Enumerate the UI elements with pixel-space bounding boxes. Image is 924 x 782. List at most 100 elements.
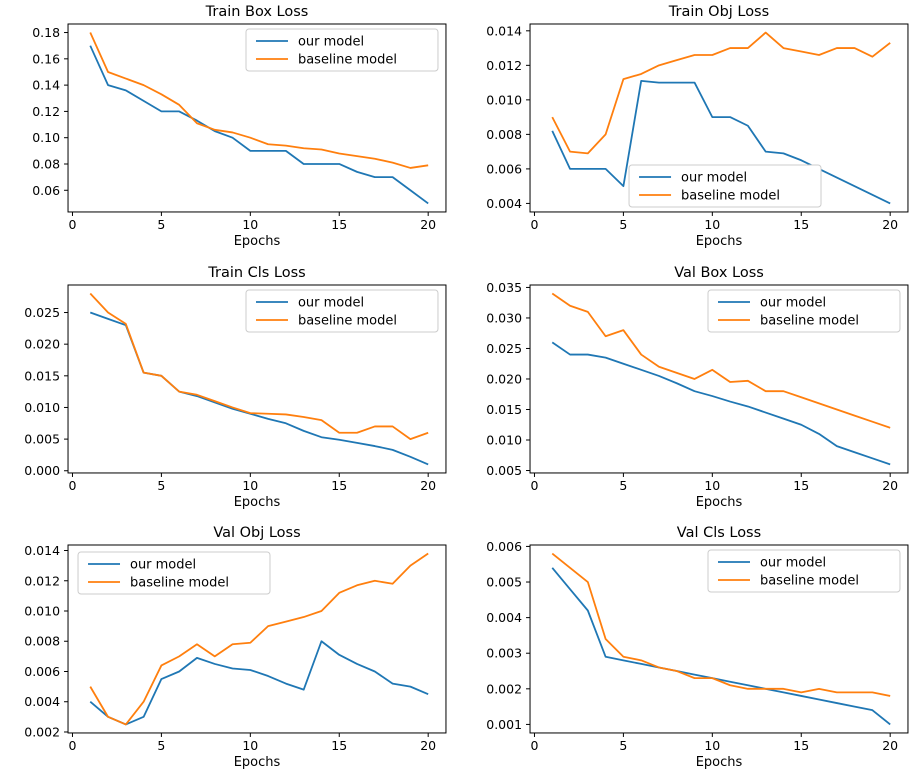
chart-title: Val Cls Loss <box>677 525 761 541</box>
x-tick-label: 20 <box>420 217 436 232</box>
legend: our model baseline model <box>628 164 822 208</box>
val-box-loss-chart: Val Box Loss 0.005 0.010 0.015 0.020 0.025 0.0… <box>486 265 909 510</box>
legend-label: baseline model <box>760 313 859 328</box>
series-line-our-model <box>89 45 429 205</box>
x-tick-label: 0 <box>68 478 76 493</box>
y-tick-label: 0.003 <box>486 646 522 661</box>
y-tick-label: 0.004 <box>486 610 522 625</box>
legend-box <box>245 28 439 72</box>
y-tick-label: 0.014 <box>486 23 522 38</box>
legend: our model baseline model <box>77 551 271 595</box>
x-tick-label: 15 <box>331 738 347 753</box>
x-tick-label: 20 <box>882 478 898 493</box>
x-tick-label: 10 <box>704 217 720 232</box>
x-tick-label: 15 <box>331 217 347 232</box>
y-tick-label: 0.005 <box>486 575 522 590</box>
x-tick-label: 5 <box>157 478 165 493</box>
y-tick-label: 0.035 <box>486 280 522 295</box>
y-tick-label: 0.08 <box>32 156 60 171</box>
legend-label: our model <box>760 556 826 571</box>
y-tick-label: 0.002 <box>24 725 60 740</box>
y-tick-label: 0.015 <box>486 402 522 417</box>
y-tick-label: 0.18 <box>32 25 60 40</box>
legend: our model baseline model <box>245 28 439 72</box>
legend-box <box>628 164 822 208</box>
series-line-baseline-model <box>551 553 891 698</box>
train-box-loss-chart: Train Box Loss 0.06 0.08 0.10 0.12 0.14 0.16 0.… <box>32 4 447 249</box>
subplot-train-obj-loss: Train Obj Loss 0.004 0.006 0.008 0.010 0.012 0… <box>462 0 924 261</box>
series-line-baseline-model <box>89 292 429 440</box>
train-obj-loss-chart: Train Obj Loss 0.004 0.006 0.008 0.010 0.012 0… <box>486 4 909 249</box>
subplot-val-cls-loss: Val Cls Loss 0.001 0.002 0.003 0.004 0.005 0.0… <box>462 521 924 782</box>
y-tick-label: 0.020 <box>24 336 60 351</box>
chart-title: Train Box Loss <box>205 4 309 20</box>
y-tick-label: 0.010 <box>24 604 60 619</box>
legend-label: our model <box>130 558 196 573</box>
x-tick-label: 5 <box>157 217 165 232</box>
y-tick-label: 0.006 <box>486 161 522 176</box>
y-tick-label: 0.004 <box>24 695 60 710</box>
x-tick-label: 20 <box>420 478 436 493</box>
x-axis-label: Epochs <box>696 495 743 510</box>
x-tick-label: 5 <box>619 478 627 493</box>
chart-title: Val Box Loss <box>674 265 764 281</box>
legend-label: baseline model <box>298 52 397 67</box>
x-axis-label: Epochs <box>234 234 281 249</box>
y-tick-label: 0.006 <box>24 664 60 679</box>
y-tick-label: 0.025 <box>24 305 60 320</box>
series-line-baseline-model <box>89 32 429 169</box>
y-tick-label: 0.005 <box>24 431 60 446</box>
x-axis-label: Epochs <box>696 234 743 249</box>
chart-title: Train Cls Loss <box>207 265 305 281</box>
x-tick-label: 15 <box>793 217 809 232</box>
x-tick-label: 10 <box>242 478 258 493</box>
chart-title: Val Obj Loss <box>213 525 300 541</box>
legend-label: our model <box>298 34 364 49</box>
y-tick-label: 0.025 <box>486 341 522 356</box>
x-tick-label: 15 <box>793 738 809 753</box>
y-tick-label: 0.020 <box>486 371 522 386</box>
x-axis-label: Epochs <box>234 755 281 770</box>
train-cls-loss-chart: Train Cls Loss 0.000 0.005 0.010 0.015 0.020 0… <box>24 265 447 510</box>
x-tick-label: 10 <box>704 738 720 753</box>
x-tick-label: 5 <box>157 738 165 753</box>
legend-label: our model <box>298 295 364 310</box>
x-tick-label: 20 <box>420 738 436 753</box>
legend-label: our model <box>760 295 826 310</box>
x-tick-label: 20 <box>882 738 898 753</box>
val-cls-loss-chart: Val Cls Loss 0.001 0.002 0.003 0.004 0.005 0.0… <box>486 525 909 770</box>
y-tick-label: 0.012 <box>486 58 522 73</box>
y-tick-label: 0.14 <box>32 78 60 93</box>
x-tick-label: 10 <box>242 217 258 232</box>
legend: our model baseline model <box>707 549 901 593</box>
x-tick-label: 15 <box>793 478 809 493</box>
y-tick-label: 0.010 <box>24 400 60 415</box>
y-tick-label: 0.000 <box>24 463 60 478</box>
series-line-our-model <box>551 567 891 726</box>
y-tick-label: 0.012 <box>24 574 60 589</box>
legend: our model baseline model <box>245 289 439 333</box>
y-tick-label: 0.008 <box>486 127 522 142</box>
x-tick-label: 10 <box>242 738 258 753</box>
y-tick-label: 0.015 <box>24 368 60 383</box>
x-tick-label: 0 <box>530 478 538 493</box>
subplot-train-box-loss: Train Box Loss 0.06 0.08 0.10 0.12 0.14 0.16 0.… <box>0 0 462 261</box>
x-tick-label: 0 <box>68 738 76 753</box>
y-tick-label: 0.16 <box>32 51 60 66</box>
legend-box <box>245 289 439 333</box>
series-line-baseline-model <box>89 553 429 726</box>
y-tick-label: 0.010 <box>486 92 522 107</box>
x-tick-label: 20 <box>882 217 898 232</box>
legend-label: our model <box>681 170 747 185</box>
y-tick-label: 0.001 <box>486 717 522 732</box>
y-tick-label: 0.004 <box>486 196 522 211</box>
legend-label: baseline model <box>130 576 229 591</box>
series-line-baseline-model <box>551 292 891 429</box>
y-tick-label: 0.014 <box>24 543 60 558</box>
x-tick-label: 5 <box>619 217 627 232</box>
series-line-baseline-model <box>551 31 891 155</box>
x-tick-label: 15 <box>331 478 347 493</box>
chart-title: Train Obj Loss <box>668 4 769 20</box>
legend-label: baseline model <box>298 313 397 328</box>
